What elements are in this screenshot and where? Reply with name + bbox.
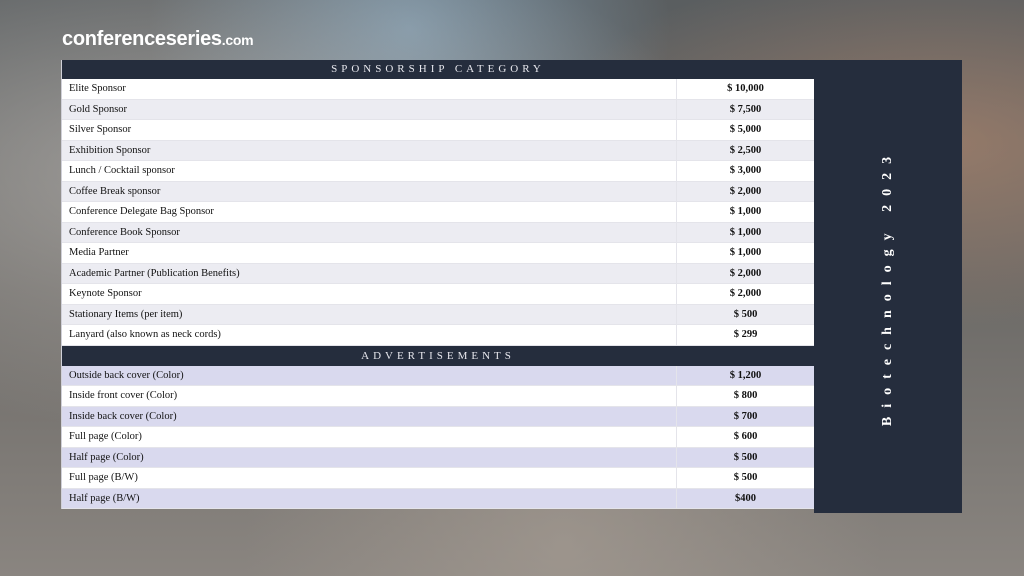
table-row: Full page (Color) $ 600 <box>62 427 814 448</box>
table-row: Media Partner $ 1,000 <box>62 243 814 264</box>
row-label: Inside front cover (Color) <box>62 386 677 406</box>
row-label: Half page (B/W) <box>62 488 677 508</box>
row-label: Lunch / Cocktail sponsor <box>62 161 677 181</box>
table-row: Conference Book Sponsor $ 1,000 <box>62 222 814 243</box>
row-price: $ 800 <box>733 390 758 401</box>
table-row: Exhibition Sponsor $ 2,500 <box>62 140 814 161</box>
row-price: $ 299 <box>733 329 758 340</box>
side-panel: Biotechnology 2023 <box>814 60 962 513</box>
row-label: Academic Partner (Publication Benefits) <box>62 263 677 283</box>
pricing-table: SPONSORSHIP CATEGORY Elite Sponsor $ 10,0… <box>61 60 814 509</box>
table-row: Lanyard (also known as neck cords) $ 299 <box>62 325 814 346</box>
row-price: $ 1,000 <box>729 226 762 238</box>
row-price: $ 3,000 <box>729 165 762 176</box>
row-price: $ 7,500 <box>729 103 762 115</box>
advertisement-rows: Outside back cover (Color) $ 1,200 Inside … <box>62 365 814 509</box>
table-row: Lunch / Cocktail sponsor $ 3,000 <box>62 161 814 182</box>
row-price: $ 2,000 <box>729 267 762 279</box>
table-row: Silver Sponsor $ 5,000 <box>62 120 814 141</box>
row-price: $ 500 <box>733 472 758 483</box>
table-row: Half page (Color) $ 500 <box>62 447 814 468</box>
row-label: Gold Sponsor <box>62 99 677 119</box>
row-price: $ 10,000 <box>727 83 764 94</box>
table-row: Conference Delegate Bag Sponsor $ 1,000 <box>62 202 814 223</box>
row-label: Stationary Items (per item) <box>62 304 677 324</box>
side-title: Biotechnology 2023 <box>880 147 895 426</box>
table-row: Half page (B/W) $400 <box>62 488 814 509</box>
sponsorship-header: SPONSORSHIP CATEGORY <box>62 60 814 79</box>
table-row: Inside front cover (Color) $ 800 <box>62 386 814 407</box>
row-price: $400 <box>735 492 756 504</box>
row-label: Full page (Color) <box>62 427 677 447</box>
row-price: $ 600 <box>733 431 758 442</box>
row-price: $ 2,500 <box>729 144 762 156</box>
conferenceseries-logo[interactable]: conferenceseries.com <box>62 28 254 51</box>
table-row: Coffee Break sponsor $ 2,000 <box>62 181 814 202</box>
table-row: Academic Partner (Publication Benefits) $… <box>62 263 814 284</box>
row-label: Conference Delegate Bag Sponsor <box>62 202 677 222</box>
row-label: Outside back cover (Color) <box>62 365 677 385</box>
row-label: Exhibition Sponsor <box>62 140 677 160</box>
row-label: Half page (Color) <box>62 447 677 467</box>
table-row: Outside back cover (Color) $ 1,200 <box>62 365 814 386</box>
row-label: Elite Sponsor <box>62 79 677 99</box>
row-price: $ 2,000 <box>729 185 762 197</box>
row-price: $ 500 <box>733 451 758 463</box>
logo-text: conferenceseries <box>62 28 222 50</box>
row-label: Keynote Sponsor <box>62 284 677 304</box>
table-row: Inside back cover (Color) $ 700 <box>62 406 814 427</box>
row-price: $ 5,000 <box>729 124 762 135</box>
row-label: Silver Sponsor <box>62 120 677 140</box>
row-price: $ 1,000 <box>729 247 762 258</box>
row-label: Conference Book Sponsor <box>62 222 677 242</box>
table-row: Gold Sponsor $ 7,500 <box>62 99 814 120</box>
advertisements-header: ADVERTISEMENTS <box>62 345 814 366</box>
table-row: Stationary Items (per item) $ 500 <box>62 304 814 325</box>
row-price: $ 1,200 <box>729 369 762 381</box>
row-label: Full page (B/W) <box>62 468 677 488</box>
row-label: Inside back cover (Color) <box>62 406 677 426</box>
table-row: Elite Sponsor $ 10,000 <box>62 79 814 100</box>
row-price: $ 2,000 <box>729 288 762 299</box>
row-label: Coffee Break sponsor <box>62 181 677 201</box>
row-label: Lanyard (also known as neck cords) <box>62 325 677 345</box>
row-label: Media Partner <box>62 243 677 263</box>
row-price: $ 700 <box>733 410 758 422</box>
row-price: $ 1,000 <box>729 206 762 217</box>
sponsorship-rows: Elite Sponsor $ 10,000 Gold Sponsor $ 7,500… <box>62 79 814 346</box>
logo-suffix: .com <box>221 32 254 48</box>
table-row: Keynote Sponsor $ 2,000 <box>62 284 814 305</box>
row-price: $ 500 <box>733 308 758 320</box>
table-row: Full page (B/W) $ 500 <box>62 468 814 489</box>
